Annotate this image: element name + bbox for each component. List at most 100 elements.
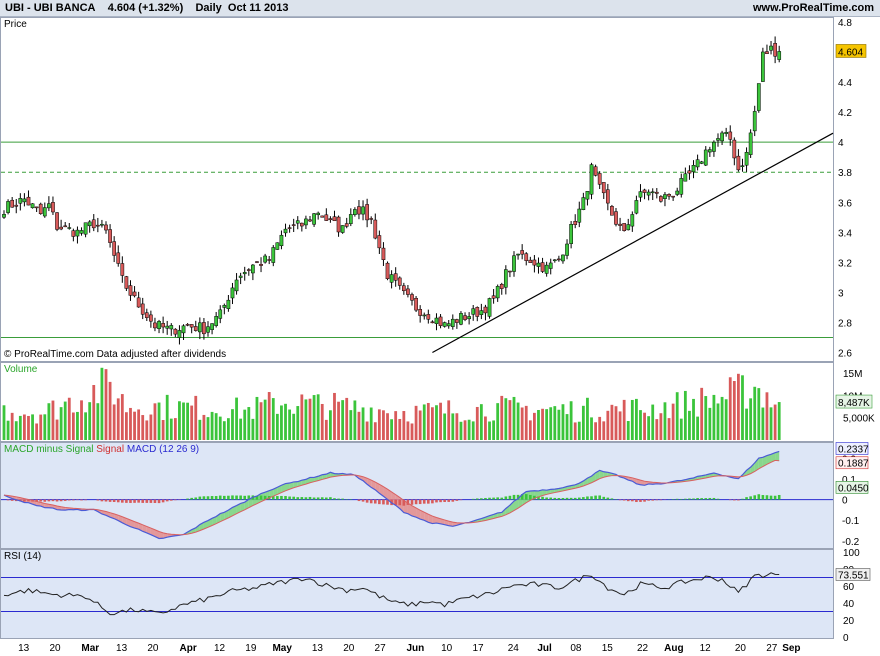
price-candle-body-11 bbox=[47, 203, 51, 209]
price-candle-body-183 bbox=[748, 132, 753, 155]
price-candle-body-168 bbox=[687, 170, 692, 174]
price-candle-body-181 bbox=[740, 165, 745, 167]
macd-fill-segment-132 bbox=[542, 489, 547, 496]
macd-hist-bar-103 bbox=[422, 499, 426, 504]
macd-fill-segment-31 bbox=[130, 520, 135, 529]
macd-hist-bar-78 bbox=[320, 497, 324, 500]
macd-hist-bar-121 bbox=[496, 497, 499, 500]
macd-fill-segment-99 bbox=[407, 503, 412, 516]
volume-bar-162 bbox=[663, 402, 667, 440]
volume-label: Volume bbox=[4, 364, 38, 375]
macd-fill-segment-51 bbox=[212, 516, 217, 526]
macd-hist-bar-76 bbox=[312, 497, 316, 500]
volume-bar-110 bbox=[451, 413, 455, 440]
price-candle-body-23 bbox=[95, 224, 100, 227]
brand-url[interactable]: www.ProRealTime.com bbox=[752, 2, 874, 14]
price-candle-body-77 bbox=[316, 212, 321, 216]
macd-hist-bar-58 bbox=[239, 495, 242, 500]
price-candle-body-71 bbox=[291, 224, 296, 226]
macd-signal-badge bbox=[835, 456, 869, 470]
macd-hist-bar-172 bbox=[704, 498, 708, 500]
volume-bar-107 bbox=[439, 402, 442, 440]
macd-fill-segment-122 bbox=[501, 508, 506, 517]
volume-bar-114 bbox=[467, 419, 471, 440]
macd-hist-bar-74 bbox=[304, 497, 308, 500]
price-candle-body-41 bbox=[169, 325, 174, 330]
volume-bar-65 bbox=[267, 392, 271, 440]
volume-bar-164 bbox=[671, 403, 675, 440]
price-candle-body-90 bbox=[369, 218, 374, 220]
volume-bar-51 bbox=[210, 411, 214, 440]
macd-hist-bar-26 bbox=[108, 499, 112, 502]
macd-hist-bar-152 bbox=[622, 499, 626, 501]
macd-fill-segment-94 bbox=[387, 489, 392, 503]
price-candle-body-160 bbox=[654, 191, 659, 194]
volume-bar-83 bbox=[341, 400, 345, 440]
volume-bar-125 bbox=[512, 396, 516, 440]
price-candle-body-91 bbox=[373, 219, 378, 239]
volume-bar-10 bbox=[43, 414, 47, 440]
price-candle-body-121 bbox=[495, 286, 500, 299]
volume-bar-26 bbox=[108, 381, 112, 440]
macd-fill-segment-123 bbox=[505, 505, 510, 515]
price-candle-body-1 bbox=[6, 201, 10, 213]
price-candle-body-18 bbox=[75, 229, 80, 237]
price-candle-body-25 bbox=[104, 224, 108, 231]
rsi-panel[interactable]: RSI (14) bbox=[0, 549, 834, 639]
macd-panel[interactable]: MACD minus Signal Signal MACD (12 26 9) bbox=[0, 442, 834, 549]
macd-hist-bar-108 bbox=[443, 499, 446, 502]
volume-bar-15 bbox=[63, 401, 67, 440]
volume-bar-0 bbox=[2, 405, 6, 440]
price-candle-body-78 bbox=[320, 215, 325, 218]
x-tick-23: 27 bbox=[766, 643, 778, 654]
volume-bar-61 bbox=[251, 418, 255, 440]
x-tick-22: 20 bbox=[735, 643, 747, 654]
volume-bar-1 bbox=[6, 420, 10, 440]
volume-bar-46 bbox=[190, 405, 194, 440]
macd-hist-bar-175 bbox=[716, 498, 720, 500]
macd-hist-bar-55 bbox=[227, 495, 230, 500]
x-tick-8: May bbox=[272, 643, 292, 654]
macd-hist-bar-133 bbox=[545, 497, 548, 500]
price-candle-body-61 bbox=[251, 264, 255, 274]
price-y-tick-6: 3.8 bbox=[838, 168, 852, 179]
volume-bar-19 bbox=[80, 400, 83, 440]
macd-hist-bar-31 bbox=[129, 499, 132, 503]
macd-legend: MACD minus Signal Signal MACD (12 26 9) bbox=[4, 444, 199, 455]
volume-bar-79 bbox=[324, 419, 328, 440]
macd-hist-bar-164 bbox=[671, 499, 675, 500]
macd-fill-segment-75 bbox=[310, 477, 315, 483]
macd-fill-segment-104 bbox=[428, 514, 433, 524]
volume-bar-129 bbox=[528, 420, 532, 440]
volume-bar-57 bbox=[235, 397, 238, 440]
volume-bar-103 bbox=[422, 404, 426, 440]
macd-fill-segment-155 bbox=[636, 479, 641, 485]
macd-fill-segment-142 bbox=[583, 478, 588, 486]
price-candle-body-39 bbox=[161, 323, 165, 328]
volume-bar-58 bbox=[239, 418, 243, 440]
price-candle-body-148 bbox=[605, 189, 610, 204]
volume-bar-189 bbox=[773, 404, 777, 440]
price-candle-body-68 bbox=[279, 234, 284, 247]
volume-bar-52 bbox=[214, 413, 218, 440]
price-candle-body-151 bbox=[618, 223, 622, 226]
macd-fill-segment-145 bbox=[595, 470, 600, 481]
price-candle-body-22 bbox=[91, 219, 96, 229]
macd-hist-bar-180 bbox=[737, 499, 740, 501]
volume-bar-71 bbox=[292, 413, 296, 440]
price-candle-body-119 bbox=[487, 298, 492, 317]
price-candle-body-95 bbox=[389, 274, 394, 283]
price-candle-body-152 bbox=[622, 223, 627, 231]
macd-hist-bar-54 bbox=[223, 495, 226, 500]
price-candle-body-104 bbox=[426, 314, 431, 320]
price-candle-body-40 bbox=[165, 325, 170, 329]
volume-bar-106 bbox=[435, 405, 438, 440]
volume-bar-43 bbox=[178, 401, 181, 440]
macd-hist-bar-56 bbox=[231, 495, 234, 500]
price-candle-body-13 bbox=[55, 212, 59, 230]
macd-hist-bar-130 bbox=[533, 495, 536, 500]
volume-bar-115 bbox=[471, 421, 475, 440]
volume-bar-20 bbox=[84, 412, 87, 440]
macd-hist-bar-92 bbox=[378, 499, 381, 505]
macd-fill-segment-34 bbox=[142, 524, 147, 533]
